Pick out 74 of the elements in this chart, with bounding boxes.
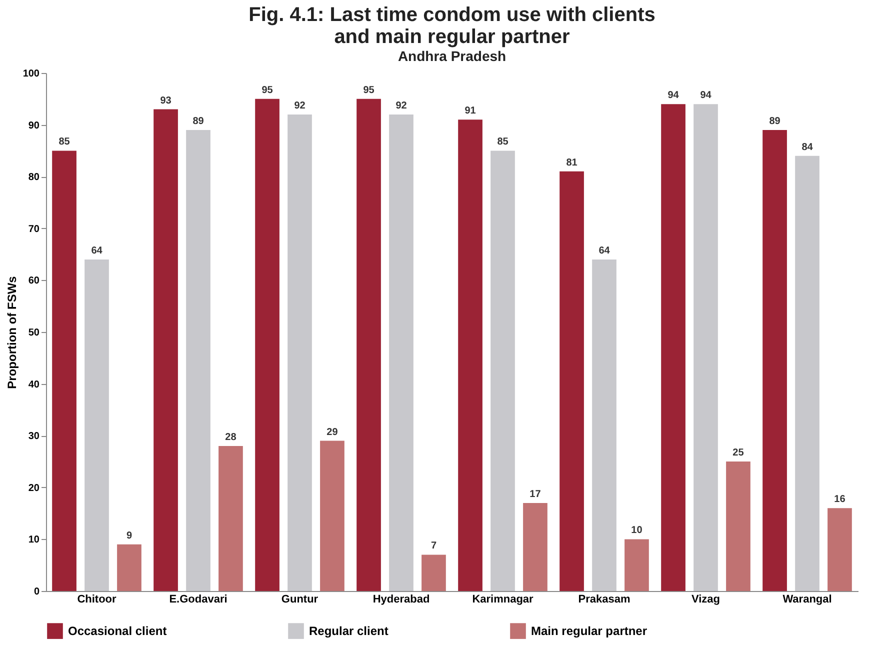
y-tick-label: 30 [28,431,40,442]
y-tick-label: 90 [28,120,40,132]
bar [52,150,76,591]
data-label: 25 [732,448,744,458]
data-label: 89 [192,116,204,127]
legend-label: Main regular partner [531,624,648,638]
y-tick-label: 80 [28,172,40,184]
y-tick-label: 10 [28,534,40,546]
bar [795,156,820,591]
data-label: 29 [326,426,338,438]
y-tick-label: 20 [28,482,40,494]
bar [117,544,142,591]
data-label: 85 [497,136,509,148]
data-label: 95 [363,84,375,96]
bar [255,98,280,591]
bar [592,259,616,591]
bar [560,171,584,591]
bar [694,104,718,591]
x-tick-label: Warangal [782,594,832,606]
data-label: 93 [160,95,172,106]
text: Fig. 4.1: Last time condom use with clients [248,4,656,26]
bar [389,114,414,591]
data-label: 91 [464,106,476,117]
bar [154,109,178,591]
chart-subtitle: Andhra Pradesh [398,48,506,64]
x-tick-label: Prakasam [578,594,630,606]
x-tick-label: Karimnagar [472,594,534,606]
text: and main regular partner [334,26,570,48]
x-tick-label: Hyderabad [372,594,430,606]
data-label: 94 [668,90,680,102]
y-tick-label: 50 [28,328,40,338]
bar [422,554,446,591]
bar [490,150,515,591]
y-tick-label: 100 [22,68,40,80]
bar [320,440,344,591]
data-label: 92 [294,100,306,112]
data-label: 92 [396,100,408,112]
bar [218,446,243,591]
data-label: 64 [598,245,610,256]
data-label: 64 [91,245,103,256]
data-label: 28 [225,432,237,443]
data-label: 84 [802,142,814,153]
bar [661,104,686,591]
bar [458,120,482,591]
x-tick-label: Chitoor [77,594,118,606]
bar [624,539,649,591]
bar [523,502,548,591]
x-tick-label: Vizag [691,594,720,606]
bar [726,462,750,591]
data-label: 94 [700,90,712,102]
bar [186,130,210,591]
data-label: 16 [834,494,846,506]
bar [828,508,852,591]
y-axis-title: Proportion of FSWs [4,276,19,389]
data-label: 17 [530,488,542,500]
data-label: 7 [430,540,437,552]
y-tick-label: 40 [28,379,40,390]
x-tick-label: Guntur [281,594,319,606]
bar [288,114,312,591]
bar [762,130,787,591]
bar [356,98,381,591]
data-label: 89 [769,116,781,127]
data-label: 85 [58,136,70,148]
y-tick-label: 0 [34,586,40,598]
data-label: 10 [631,525,643,536]
y-tick-label: 60 [28,276,40,287]
bar [84,259,109,591]
data-label: 9 [126,530,132,542]
legend-label: Regular client [309,624,388,638]
y-tick-label: 70 [28,224,40,235]
data-label: 81 [566,157,578,168]
x-tick-label: E.Godavari [169,594,228,606]
data-label: 95 [262,84,274,96]
legend-label: Occasional client [68,624,167,638]
